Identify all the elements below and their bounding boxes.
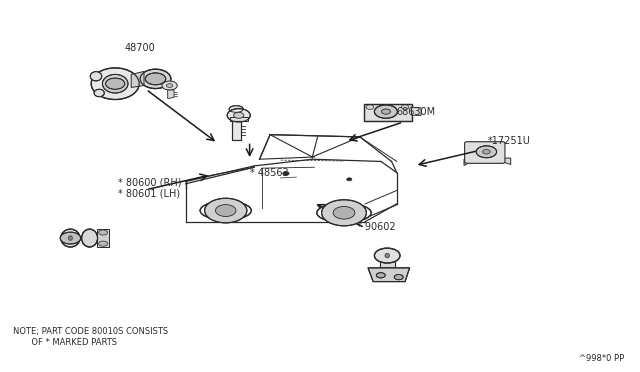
Polygon shape <box>230 117 248 121</box>
Polygon shape <box>464 159 470 166</box>
Text: * 90602: * 90602 <box>357 222 396 232</box>
Circle shape <box>99 230 108 235</box>
Circle shape <box>162 81 177 90</box>
Circle shape <box>374 248 400 263</box>
Circle shape <box>366 105 374 109</box>
Ellipse shape <box>61 229 80 247</box>
Text: 48700: 48700 <box>125 44 156 53</box>
Text: * 48563: * 48563 <box>250 168 288 178</box>
Ellipse shape <box>90 71 102 81</box>
Ellipse shape <box>317 203 371 222</box>
Circle shape <box>347 178 352 181</box>
Circle shape <box>401 105 409 109</box>
Circle shape <box>376 273 385 278</box>
Circle shape <box>60 232 81 244</box>
Text: ^998*0 PP: ^998*0 PP <box>579 354 624 363</box>
Circle shape <box>283 171 289 175</box>
Circle shape <box>234 112 244 118</box>
Circle shape <box>322 200 366 226</box>
Ellipse shape <box>102 74 128 93</box>
Polygon shape <box>97 229 109 247</box>
Ellipse shape <box>91 68 140 99</box>
Ellipse shape <box>200 201 252 220</box>
Circle shape <box>216 205 236 217</box>
Text: *17251U: *17251U <box>488 137 531 146</box>
Text: * 80601 (LH): * 80601 (LH) <box>118 189 180 198</box>
Text: * 80600 (RH): * 80600 (RH) <box>118 177 182 187</box>
Text: NOTE; PART CODE 80010S CONSISTS: NOTE; PART CODE 80010S CONSISTS <box>13 327 168 336</box>
Polygon shape <box>502 158 511 164</box>
Circle shape <box>227 109 250 122</box>
Polygon shape <box>232 121 241 140</box>
Circle shape <box>394 275 403 280</box>
Text: 68630M: 68630M <box>397 107 436 116</box>
Circle shape <box>166 84 173 87</box>
Text: OF * MARKED PARTS: OF * MARKED PARTS <box>13 339 116 347</box>
Circle shape <box>205 198 247 223</box>
Circle shape <box>99 241 108 246</box>
Polygon shape <box>380 256 395 268</box>
Polygon shape <box>412 107 421 115</box>
Ellipse shape <box>385 253 389 258</box>
Polygon shape <box>364 104 412 121</box>
Polygon shape <box>368 268 410 282</box>
FancyBboxPatch shape <box>465 142 505 163</box>
Ellipse shape <box>82 229 97 247</box>
Circle shape <box>483 150 490 154</box>
Circle shape <box>333 206 355 219</box>
Ellipse shape <box>140 69 171 89</box>
Ellipse shape <box>229 106 243 112</box>
Ellipse shape <box>94 89 104 97</box>
Circle shape <box>381 109 390 114</box>
Circle shape <box>145 73 166 85</box>
Circle shape <box>476 146 497 158</box>
Polygon shape <box>131 71 144 87</box>
Circle shape <box>106 78 125 89</box>
Circle shape <box>374 105 397 118</box>
Polygon shape <box>168 90 174 99</box>
Ellipse shape <box>68 236 72 240</box>
